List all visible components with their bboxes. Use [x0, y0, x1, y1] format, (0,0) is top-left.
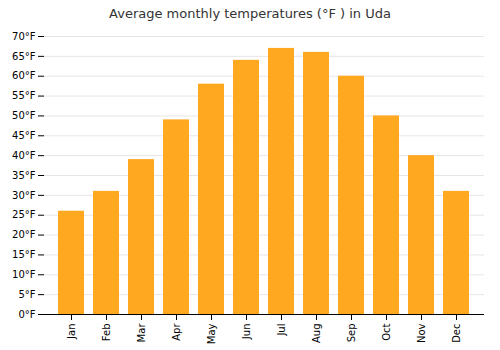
svg-text:20°F: 20°F — [12, 229, 36, 240]
svg-text:0°F: 0°F — [18, 309, 35, 320]
svg-text:30°F: 30°F — [12, 190, 36, 201]
svg-text:May: May — [206, 323, 217, 344]
svg-text:55°F: 55°F — [12, 90, 36, 101]
svg-text:5°F: 5°F — [18, 289, 35, 300]
svg-text:Feb: Feb — [101, 324, 112, 342]
svg-text:25°F: 25°F — [12, 209, 36, 220]
svg-text:Dec: Dec — [451, 324, 462, 343]
svg-text:50°F: 50°F — [12, 110, 36, 121]
svg-text:Nov: Nov — [416, 323, 427, 343]
svg-text:Oct: Oct — [381, 323, 392, 340]
svg-text:45°F: 45°F — [12, 130, 36, 141]
svg-text:Apr: Apr — [171, 323, 182, 341]
svg-text:Sep: Sep — [346, 324, 357, 343]
svg-text:Mar: Mar — [136, 323, 147, 343]
svg-text:15°F: 15°F — [12, 249, 36, 260]
svg-text:65°F: 65°F — [12, 51, 36, 62]
svg-text:Jul: Jul — [276, 324, 287, 337]
svg-text:35°F: 35°F — [12, 170, 36, 181]
svg-text:40°F: 40°F — [12, 150, 36, 161]
html-text:Average monthly temperatures (: Average monthly temperatures (°F ) in Ud… — [109, 6, 391, 21]
svg-text:60°F: 60°F — [12, 70, 36, 81]
svg-text:10°F: 10°F — [12, 269, 36, 280]
svg-text:Aug: Aug — [311, 324, 322, 344]
svg-text:Jun: Jun — [241, 324, 252, 341]
svg-text:70°F: 70°F — [12, 31, 36, 42]
svg-text:Jan: Jan — [66, 324, 77, 340]
